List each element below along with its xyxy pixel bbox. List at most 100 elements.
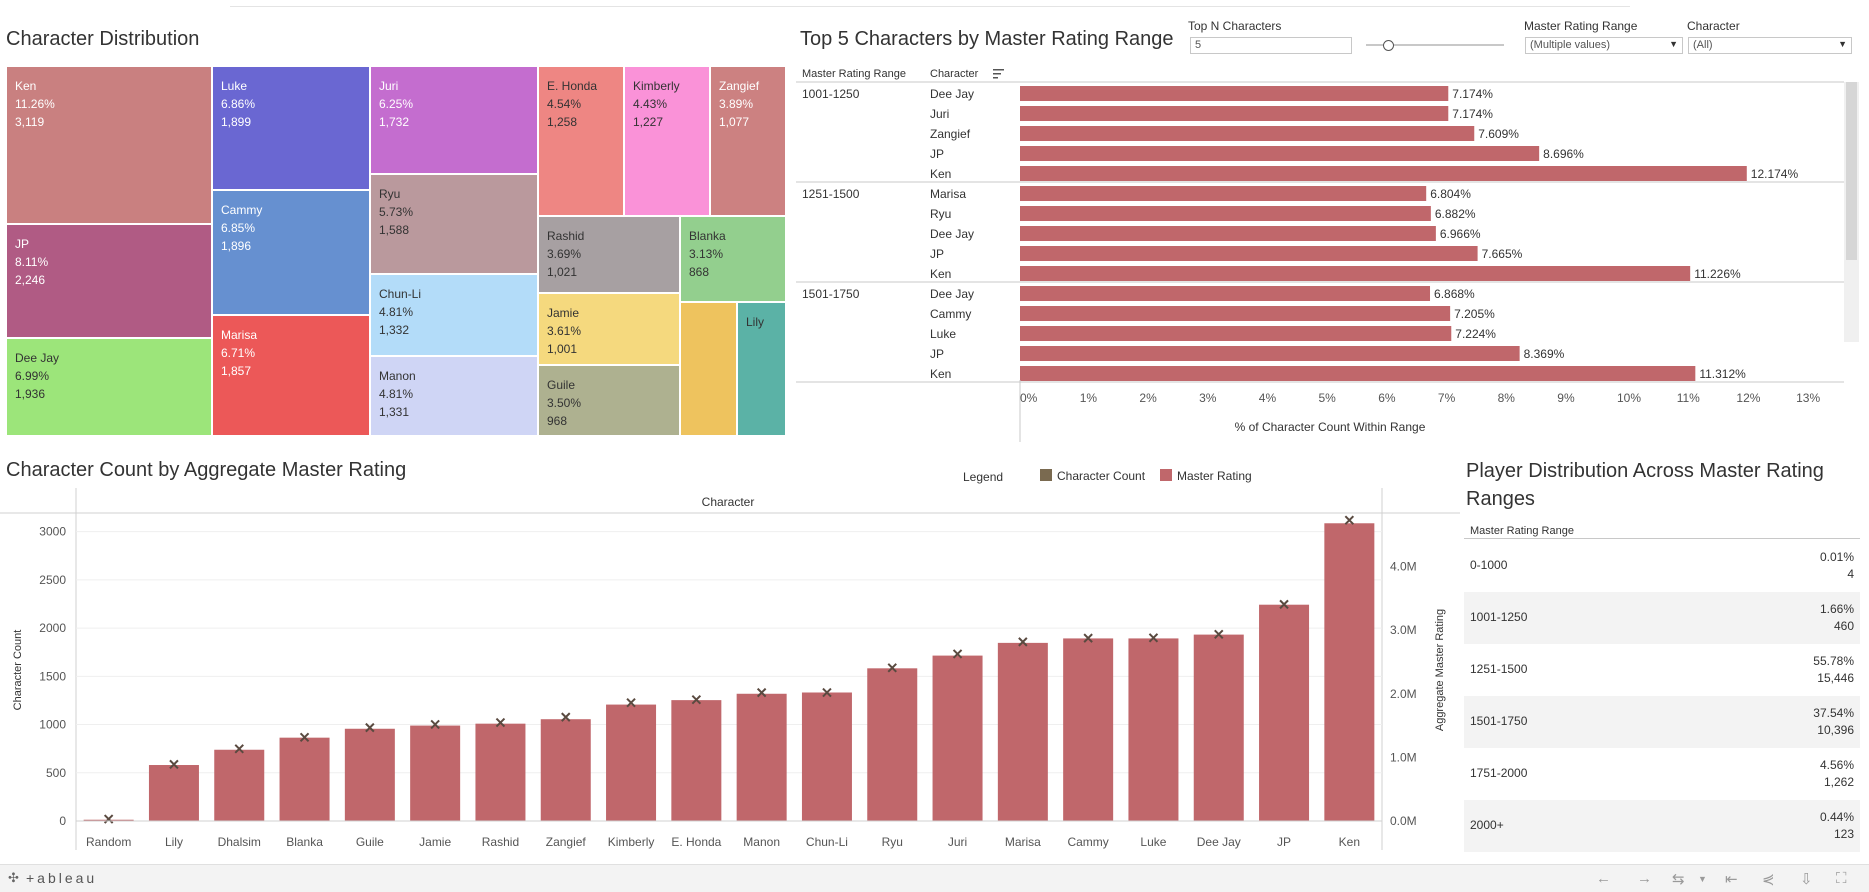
character-count-mark[interactable] [1083,633,1093,643]
treemap-cell[interactable]: Dee Jay 6.99% 1,936 [6,338,212,436]
players-row[interactable]: 1251-1500 55.78% 15,446 [1464,644,1860,696]
players-row[interactable]: 1751-2000 4.56% 1,262 [1464,748,1860,800]
download-icon[interactable]: ⇩ [1800,871,1813,888]
character-count-mark[interactable] [365,722,375,733]
top5-bar[interactable] [1020,206,1431,221]
treemap-cell[interactable]: Cammy 6.85% 1,896 [212,190,370,315]
treemap-cell[interactable]: Kimberly 4.43% 1,227 [624,66,710,216]
top5-bar[interactable] [1020,366,1696,381]
treemap-cell[interactable]: Zangief 3.89% 1,077 [710,66,786,216]
master-rating-bar[interactable] [606,704,657,821]
reset-icon[interactable]: ⇤ [1725,871,1738,888]
players-row[interactable]: 2000+ 0.44% 123 [1464,800,1860,852]
treemap-cell[interactable]: Guile 3.50% 968 [538,365,680,436]
master-rating-bar[interactable] [867,668,918,821]
character-count-mark[interactable] [495,717,506,728]
master-rating-bar[interactable] [214,749,265,821]
master-rating-bar[interactable] [475,723,526,821]
top5-bar[interactable] [1020,106,1449,121]
top5-bar[interactable] [1020,226,1436,241]
character-count-mark[interactable] [299,732,310,742]
character-count-chart[interactable]: Character 0 500 1000 1500 2000 2500 3000 0.0M 1.0… [0,488,1460,858]
legend-item-master-rating[interactable]: Master Rating [1160,469,1252,483]
character-filter-dropdown[interactable]: (All) ▼ [1688,37,1852,54]
treemap-cell[interactable]: Ken 11.26% 3,119 [6,66,212,224]
top5-bar[interactable] [1020,186,1427,201]
master-rating-bar[interactable] [801,692,852,821]
master-rating-bar[interactable] [1324,523,1375,821]
undo-icon[interactable]: ← [1596,870,1611,887]
master-rating-bar[interactable] [997,642,1048,821]
top5-bar[interactable] [1020,306,1451,321]
character-count-mark[interactable] [822,687,832,698]
top5-bar[interactable] [1020,346,1520,361]
treemap-cell[interactable]: Juri 6.25% 1,732 [370,66,538,174]
character-count-mark[interactable] [169,759,179,770]
character-count-mark[interactable] [691,694,702,705]
range-filter-dropdown[interactable]: (Multiple values) ▼ [1525,37,1683,54]
top5-bar-chart[interactable]: 1001-1250 Dee Jay 7.174% Juri 7.174% Zangief 7… [796,80,1868,442]
top5-character-label: Cammy [930,307,971,321]
share-icon[interactable]: ⋞ [1762,871,1775,888]
character-count-mark[interactable] [1279,599,1289,610]
character-count-mark[interactable] [952,649,963,659]
master-rating-bar[interactable] [148,765,199,821]
top5-bar[interactable] [1020,266,1691,281]
treemap-cell[interactable]: Lily [737,302,786,436]
treemap-cell[interactable]: E. Honda 4.54% 1,258 [538,66,624,216]
master-rating-bar[interactable] [1193,634,1244,821]
treemap-cell[interactable]: Ryu 5.73% 1,588 [370,174,538,274]
topn-slider-track[interactable] [1366,44,1504,46]
top5-bar[interactable] [1020,86,1449,101]
top5-bar[interactable] [1020,166,1747,181]
master-rating-bar[interactable] [279,737,330,821]
character-count-mark[interactable] [1344,515,1355,525]
treemap-cell[interactable]: Manon 4.81% 1,331 [370,356,538,436]
treemap-cell[interactable]: Chun-Li 4.81% 1,332 [370,274,538,356]
top5-bar[interactable] [1020,326,1452,341]
players-row[interactable]: 0-1000 0.01% 4 [1464,540,1860,592]
fullscreen-icon[interactable]: ⛶ [1836,870,1847,887]
sort-icon[interactable] [993,67,1005,85]
character-count-mark[interactable] [561,712,571,722]
master-rating-bar[interactable] [932,655,983,821]
character-count-mark[interactable] [1148,633,1159,643]
master-rating-bar[interactable] [344,728,395,821]
top5-bar[interactable] [1020,246,1478,261]
redo-icon[interactable]: → [1637,870,1652,887]
chevron-down-icon[interactable]: ▼ [1698,874,1707,884]
character-count-mark[interactable] [103,814,114,824]
master-rating-bar[interactable] [540,719,591,821]
topn-slider-handle[interactable] [1383,40,1394,51]
character-count-mark[interactable] [626,697,636,708]
character-count-mark[interactable] [1214,629,1224,639]
top5-bar[interactable] [1020,146,1540,161]
topn-input[interactable]: 5 [1190,37,1352,54]
treemap-cell[interactable]: Blanka 3.13% 868 [680,216,786,302]
character-count-mark[interactable] [1018,637,1028,647]
treemap-cell[interactable] [680,302,737,436]
treemap-cell[interactable]: JP 8.11% 2,246 [6,224,212,338]
players-row[interactable]: 1501-1750 37.54% 10,396 [1464,696,1860,748]
treemap-cell[interactable]: Jamie 3.61% 1,001 [538,293,680,365]
top5-bar[interactable] [1020,126,1475,141]
scrollbar-thumb[interactable] [1846,82,1857,260]
treemap-cell[interactable]: Rashid 3.69% 1,021 [538,216,680,293]
master-rating-bar[interactable] [1063,638,1114,821]
top5-bar[interactable] [1020,286,1431,301]
legend-item-character-count[interactable]: Character Count [1040,469,1145,483]
treemap-cell[interactable]: Luke 6.86% 1,899 [212,66,370,190]
master-rating-bar[interactable] [410,725,461,821]
treemap-cell[interactable]: Marisa 6.71% 1,857 [212,315,370,436]
character-count-mark[interactable] [887,663,897,673]
character-treemap[interactable]: Ken 11.26% 3,119 JP 8.11% 2,246 Dee Jay 6.99% 1,… [6,66,786,436]
master-rating-bar[interactable] [736,693,787,821]
revert-icon[interactable]: ⇆ [1672,871,1685,888]
master-rating-bar[interactable] [671,700,722,821]
character-count-mark[interactable] [756,687,767,698]
master-rating-bar[interactable] [1128,638,1179,821]
master-rating-bar[interactable] [1259,604,1310,821]
players-row[interactable]: 1001-1250 1.66% 460 [1464,592,1860,644]
character-count-mark[interactable] [430,719,440,730]
character-count-mark[interactable] [234,744,244,754]
